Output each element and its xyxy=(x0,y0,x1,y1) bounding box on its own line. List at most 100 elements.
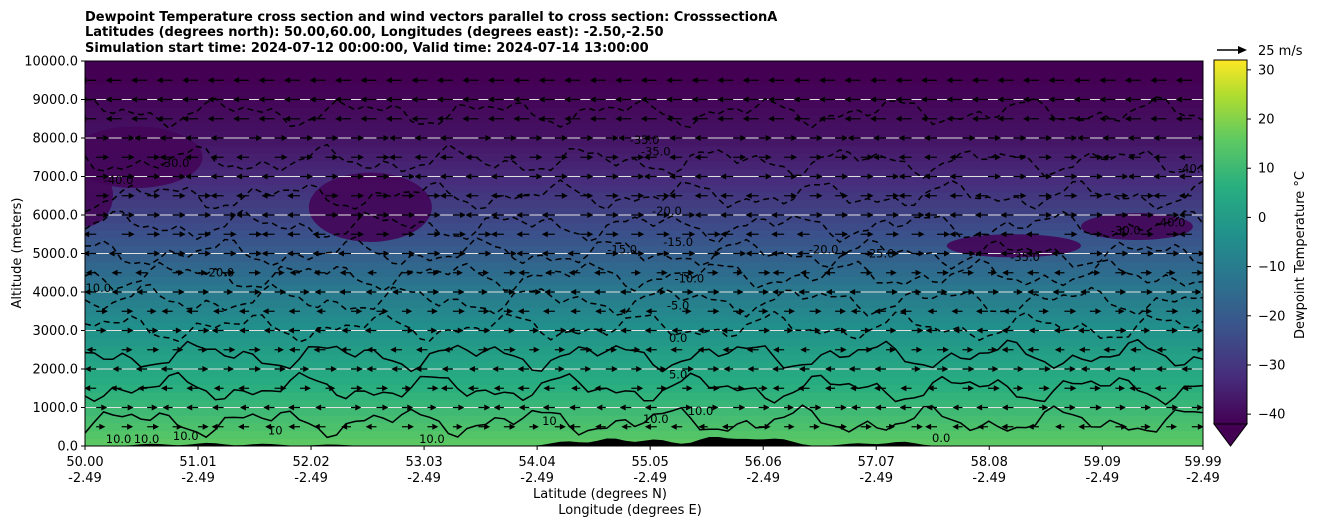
y-tick-label: 1000.0 xyxy=(33,401,79,416)
wind-vector-head xyxy=(898,135,905,141)
wind-vector-head xyxy=(893,231,900,238)
wind-vector-head xyxy=(841,327,848,334)
wind-vectors xyxy=(85,77,1203,430)
wind-vector-head xyxy=(287,231,294,238)
wind-vector-head xyxy=(949,154,956,161)
wind-vector-head xyxy=(570,308,577,315)
fill-band xyxy=(85,260,1203,270)
wind-vector-head xyxy=(431,327,438,334)
wind-vector-head xyxy=(634,269,641,276)
wind-vector-head xyxy=(638,231,645,238)
wind-vector-head xyxy=(921,96,928,103)
wind-vector-head xyxy=(357,231,364,238)
wind-vector-head xyxy=(793,96,800,103)
contour-line xyxy=(85,209,1203,244)
wind-vector-head xyxy=(127,327,134,334)
wind-vector-head xyxy=(154,154,161,161)
wind-vector-head xyxy=(134,135,141,141)
wind-vector-head xyxy=(154,192,161,199)
wind-vector-head xyxy=(1153,192,1160,199)
y-tick-label: 4000.0 xyxy=(33,286,79,301)
wind-vector-head xyxy=(314,327,321,334)
wind-vector-head xyxy=(86,346,93,353)
wind-vector-head xyxy=(841,423,848,430)
wind-vector-head xyxy=(666,77,673,84)
wind-vector-head xyxy=(924,154,931,161)
wind-vector-head xyxy=(587,212,594,218)
wind-vector-head xyxy=(621,423,628,430)
wind-vector-head xyxy=(698,423,705,430)
wind-vector-head xyxy=(518,404,525,411)
wind-vector-head xyxy=(517,366,524,372)
fill-band xyxy=(85,368,1203,378)
wind-vector-head xyxy=(967,269,974,276)
wind-vector-head xyxy=(458,404,465,411)
wind-vector-head xyxy=(889,423,896,430)
wind-vector-head xyxy=(513,77,520,84)
y-axis-label: Altitude (meters) xyxy=(10,198,25,309)
wind-vector-head xyxy=(819,77,826,84)
wind-vector-head xyxy=(487,96,494,103)
fill-band xyxy=(85,345,1203,355)
fill-band xyxy=(85,206,1203,216)
wind-vector-head xyxy=(615,96,622,103)
wind-vector-head xyxy=(1069,366,1076,372)
wind-vector-head xyxy=(407,423,414,430)
wind-vector-head xyxy=(742,115,749,122)
wind-vector-head xyxy=(691,96,698,103)
wind-vector-head xyxy=(465,192,472,199)
wind-vector-head xyxy=(536,135,543,141)
wind-vector-head xyxy=(1147,231,1154,238)
wind-vector-head xyxy=(1156,346,1163,353)
wind-vector-head xyxy=(895,77,902,84)
wind-vector-head xyxy=(236,192,243,199)
wind-vector-head xyxy=(407,327,414,334)
wind-vector-head xyxy=(334,96,341,103)
wind-vector-head xyxy=(819,96,826,103)
wind-vector-head xyxy=(800,346,807,353)
wind-vector-head xyxy=(797,385,804,392)
wind-vector-head xyxy=(415,346,422,353)
contour-label: -40.0 xyxy=(1156,216,1186,230)
wind-vector-head xyxy=(458,308,465,315)
wind-vector-head xyxy=(1103,366,1110,372)
x-tick-label-lon: -2.49 xyxy=(1186,471,1220,486)
wind-vector-head xyxy=(383,192,390,199)
wind-vector-head xyxy=(1127,154,1134,161)
wind-vector-head xyxy=(1016,289,1023,295)
wind-vector-head xyxy=(205,192,212,199)
wind-vector-head xyxy=(508,327,515,334)
wind-vector-head xyxy=(431,308,438,315)
wind-vector-head xyxy=(185,154,192,161)
wind-vector-head xyxy=(1120,289,1127,295)
colorbar-tick-label: 30 xyxy=(1258,63,1275,78)
wind-vector-head xyxy=(392,289,399,295)
wind-vector-head xyxy=(205,250,212,257)
wind-vector-head xyxy=(436,115,443,122)
wind-vector-head xyxy=(1146,269,1153,276)
wind-vector-head xyxy=(1042,308,1049,315)
wind-vector-head xyxy=(740,250,747,257)
wind-vector-head xyxy=(946,77,953,84)
wind-vector-head xyxy=(660,366,667,372)
wind-vector-head xyxy=(611,366,618,372)
wind-vector-head xyxy=(1102,154,1109,161)
wind-vector-head xyxy=(1198,135,1203,141)
wind-vector-head xyxy=(771,231,778,238)
wind-vector-head xyxy=(284,115,291,122)
contour-label: -15.0 xyxy=(607,243,637,257)
contour-label: -40.0 xyxy=(104,173,134,187)
wind-vector-head xyxy=(1026,269,1033,276)
y-tick-label: 5000.0 xyxy=(33,247,79,262)
wind-vector-head xyxy=(1122,250,1129,257)
wind-vector-head xyxy=(1017,385,1024,392)
wind-vector-head xyxy=(542,308,549,315)
wind-vector-head xyxy=(541,250,548,257)
wind-vector-head xyxy=(1122,212,1129,218)
wind-vector-head xyxy=(281,135,288,141)
wind-vector-head xyxy=(434,250,441,257)
wind-vector-head xyxy=(974,231,981,238)
wind-vector-head xyxy=(391,366,398,372)
chart-title-line-1: Dewpoint Temperature cross section and w… xyxy=(85,10,777,25)
wind-vector-head xyxy=(153,423,160,430)
